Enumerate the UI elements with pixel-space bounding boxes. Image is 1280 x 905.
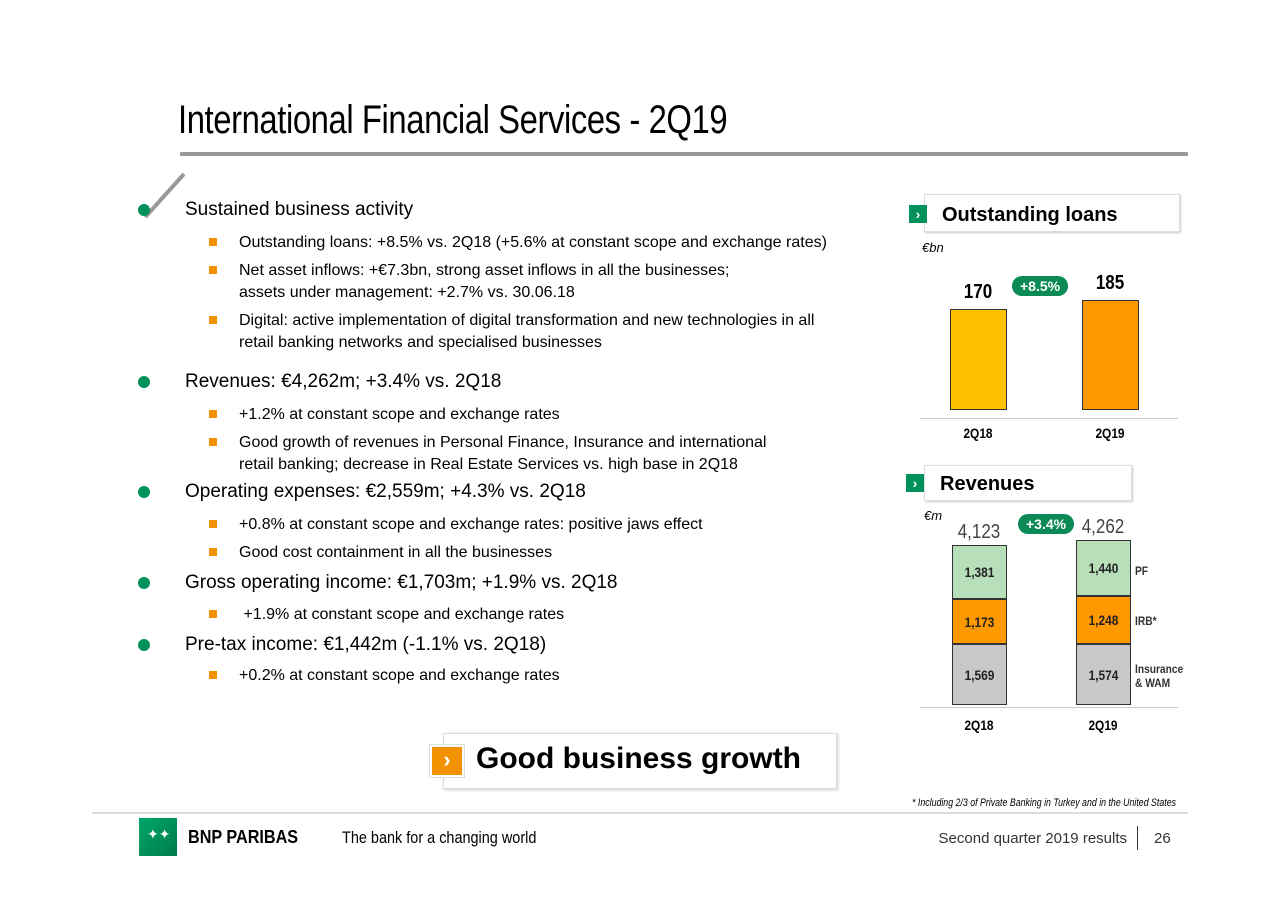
sub-bullet-item: +1.2% at constant scope and exchange rat… (209, 404, 560, 426)
sub-bullet-item: Good growth of revenues in Personal Fina… (209, 432, 766, 476)
x-axis (920, 707, 1178, 708)
sub-bullet-item: +0.8% at constant scope and exchange rat… (209, 514, 703, 536)
loans-unit: €bn (922, 240, 944, 255)
chevron-right-icon: › (906, 474, 924, 492)
bullet-text: Sustained business activity (185, 199, 414, 220)
title-rule (180, 152, 1188, 156)
footer-divider (1137, 826, 1138, 850)
category-label: 2Q18 (963, 425, 993, 441)
footnote: * Including 2/3 of Private Banking in Tu… (912, 797, 1176, 809)
sub-bullet-item: Digital: active implementation of digita… (209, 310, 814, 354)
sub-bullet-text: Outstanding loans: +8.5% vs. 2Q18 (+5.6%… (239, 234, 827, 251)
sub-bullet-text: +1.2% at constant scope and exchange rat… (239, 406, 560, 423)
sub-bullet-text: +0.2% at constant scope and exchange rat… (239, 667, 560, 684)
x-axis (920, 418, 1178, 419)
chevron-right-icon: › (909, 205, 927, 223)
segment-label: 1,248 (1088, 611, 1119, 628)
revenues-unit: €m (924, 508, 943, 523)
segment-label: 1,440 (1088, 559, 1119, 576)
tagline: The bank for a changing world (342, 828, 537, 847)
page-number: 26 (1154, 830, 1171, 847)
bullet-item: Pre-tax income: €1,442m (-1.1% vs. 2Q18) (137, 634, 547, 656)
revenues-title: Revenues (940, 473, 1035, 495)
bullet-text: Pre-tax income: €1,442m (-1.1% vs. 2Q18) (185, 634, 547, 655)
sub-bullet-text: Good cost containment in all the busines… (239, 544, 553, 561)
segment-label: 1,569 (964, 666, 995, 683)
bar-segment: 1,173 (952, 598, 1007, 645)
segment-label: 1,173 (964, 613, 995, 630)
report-name: Second quarter 2019 results (938, 830, 1127, 847)
loans-title: Outstanding loans (942, 204, 1118, 226)
category-label: 2Q18 (964, 717, 994, 733)
sub-bullet-item: +1.9% at constant scope and exchange rat… (209, 604, 564, 626)
brand-name: BNP PARIBAS (188, 827, 299, 847)
bullet-text: Revenues: €4,262m; +3.4% vs. 2Q18 (185, 371, 502, 392)
growth-badge: +8.5% (1012, 276, 1069, 296)
bullet-item: Revenues: €4,262m; +3.4% vs. 2Q18 (137, 371, 502, 393)
bar-segment: 1,248 (1076, 595, 1131, 645)
bullet-item: Sustained business activity (137, 199, 414, 221)
bar-segment: 1,440 (1076, 540, 1131, 596)
bar-segment: 1,574 (1076, 644, 1131, 705)
sub-bullet-item: Outstanding loans: +8.5% vs. 2Q18 (+5.6%… (209, 232, 827, 254)
bnp-logo-icon: ✦✦ (139, 818, 177, 856)
revenues-header (924, 465, 1132, 501)
sub-bullet-item: Net asset inflows: +€7.3bn, strong asset… (209, 260, 729, 304)
legend-label: PF (1135, 564, 1149, 578)
legend-label: IRB* (1135, 614, 1157, 628)
sub-bullet-text: Good growth of revenues in Personal Fina… (239, 434, 767, 473)
page-title: International Financial Services - 2Q19 (178, 98, 728, 142)
segment-label: 1,381 (964, 564, 995, 581)
loans-header (924, 194, 1180, 232)
bullet-text: Operating expenses: €2,559m; +4.3% vs. 2… (185, 481, 586, 502)
sub-bullet-text: +0.8% at constant scope and exchange rat… (239, 516, 703, 533)
sub-bullet-item: +0.2% at constant scope and exchange rat… (209, 665, 560, 687)
bar (950, 308, 1007, 410)
category-label: 2Q19 (1088, 717, 1118, 733)
segment-label: 1,574 (1088, 666, 1119, 683)
bullet-item: Gross operating income: €1,703m; +1.9% v… (137, 572, 618, 594)
sub-bullet-text: +1.9% at constant scope and exchange rat… (239, 606, 565, 623)
total-label: 4,262 (1081, 516, 1125, 538)
sub-bullet-item: Good cost containment in all the busines… (209, 542, 552, 564)
chevron-right-icon: › (430, 745, 464, 777)
legend-label: Insurance & WAM (1135, 662, 1184, 690)
bar-segment: 1,569 (952, 644, 1007, 705)
bar-segment: 1,381 (952, 545, 1007, 599)
bullet-text: Gross operating income: €1,703m; +1.9% v… (185, 572, 618, 593)
data-label: 185 (1095, 272, 1125, 294)
conclusion-text: Good business growth (476, 742, 802, 775)
bullet-item: Operating expenses: €2,559m; +4.3% vs. 2… (138, 481, 586, 503)
total-label: 4,123 (957, 521, 1001, 544)
sub-bullet-text: Net asset inflows: +€7.3bn, strong asset… (239, 262, 730, 301)
data-label: 170 (963, 280, 993, 303)
footer-rule (92, 812, 1188, 814)
bar (1082, 300, 1139, 410)
category-label: 2Q19 (1095, 425, 1125, 441)
sub-bullet-text: Digital: active implementation of digita… (239, 312, 815, 351)
growth-badge: +3.4% (1018, 514, 1075, 534)
